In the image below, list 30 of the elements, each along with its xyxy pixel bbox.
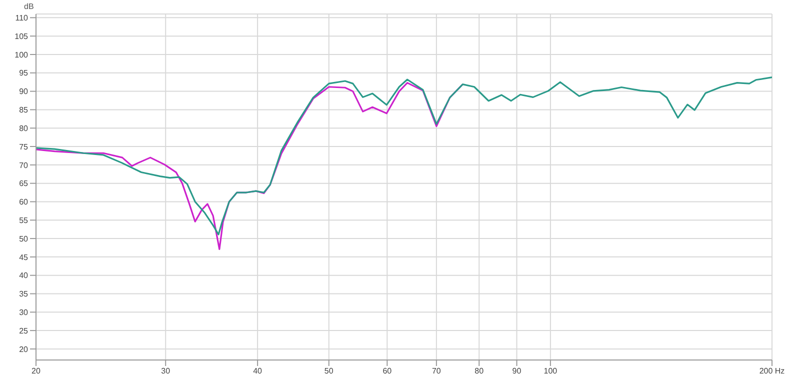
y-tick-label: 70 — [19, 160, 29, 170]
y-tick-label: 30 — [19, 308, 29, 317]
y-tick-label: 80 — [19, 124, 29, 133]
y-tick-label: 20 — [19, 344, 29, 354]
y-tick-label: 75 — [19, 142, 29, 152]
y-tick-label: 65 — [19, 179, 29, 188]
y-tick-label: 50 — [19, 234, 29, 244]
y-tick-label: 100 — [14, 50, 29, 60]
y-tick-label: 85 — [19, 106, 29, 115]
x-tick-label: 30 — [161, 366, 171, 376]
y-axis-title: dB — [24, 2, 34, 11]
y-tick-label: 25 — [19, 326, 29, 336]
y-tick-label: 95 — [19, 68, 29, 78]
y-tick-label: 105 — [14, 32, 29, 41]
x-tick-label: 100 — [544, 366, 558, 376]
y-tick-label: 60 — [19, 198, 29, 207]
x-tick-label: 200 Hz — [759, 366, 785, 376]
x-tick-label: 50 — [324, 366, 334, 376]
y-tick-label: 45 — [19, 252, 29, 262]
x-tick-label: 70 — [432, 366, 442, 376]
y-tick-label: 55 — [19, 216, 29, 225]
x-tick-label: 90 — [512, 366, 522, 376]
x-tick-label: 80 — [474, 366, 484, 376]
y-tick-label: 35 — [19, 290, 29, 299]
x-tick-label: 40 — [253, 366, 263, 376]
y-tick-label: 40 — [19, 271, 29, 280]
y-tick-label: 90 — [19, 87, 29, 96]
y-tick-label: 110 — [15, 14, 29, 23]
x-tick-label: 20 — [32, 366, 41, 376]
x-tick-label: 60 — [382, 366, 392, 376]
